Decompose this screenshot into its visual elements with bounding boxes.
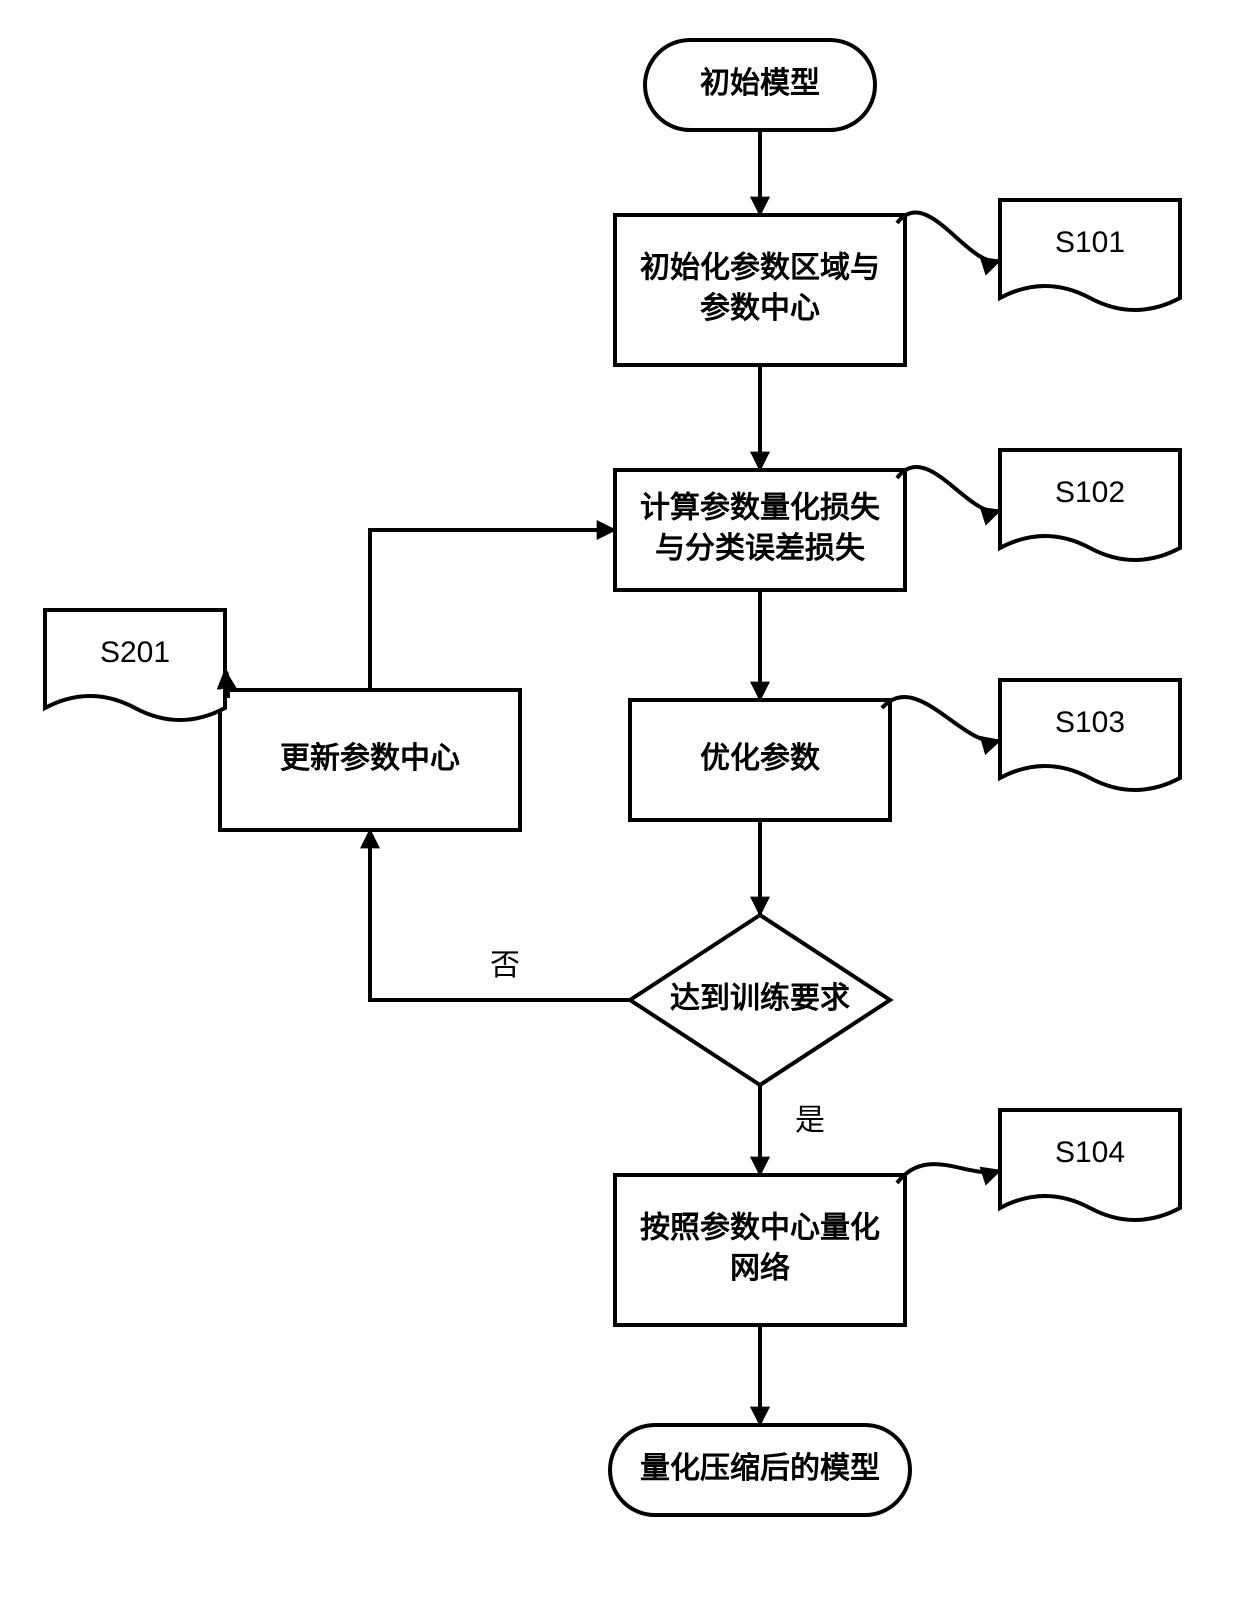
node-decision: 达到训练要求 [630,915,890,1085]
ref-r104: S104 [897,1110,1180,1220]
node-s103-text-0: 优化参数 [700,742,821,775]
ref-r201-label: S201 [100,636,170,669]
node-s104-text-0: 按照参数中心量化 [640,1212,880,1245]
node-start-text-0: 初始模型 [700,67,820,100]
ref-r103-label: S103 [1055,706,1125,739]
node-end-text-0: 量化压缩后的模型 [640,1452,880,1485]
nodes-layer: 初始模型初始化参数区域与参数中心计算参数量化损失与分类误差损失优化参数达到训练要… [220,40,910,1515]
ref-connector-r101 [897,212,1000,261]
node-s102-text-1: 与分类误差损失 [655,532,866,565]
node-s104: 按照参数中心量化网络 [615,1175,905,1325]
node-s104-text-1: 网络 [730,1251,790,1285]
ref-r104-label: S104 [1055,1136,1125,1169]
node-decision-text-0: 达到训练要求 [670,981,850,1015]
node-s103: 优化参数 [630,700,890,820]
ref-r101-label: S101 [1055,226,1125,259]
ref-r101: S101 [897,200,1180,310]
node-s201-text-0: 更新参数中心 [280,742,460,775]
node-s102: 计算参数量化损失与分类误差损失 [615,470,905,590]
node-end: 量化压缩后的模型 [610,1425,910,1515]
node-s201: 更新参数中心 [220,690,520,830]
ref-r201: S201 [45,610,228,720]
edge-label-decision-s201: 否 [490,949,520,982]
ref-r103: S103 [882,680,1180,790]
edge-label-decision-s104: 是 [795,1104,825,1137]
ref-r102: S102 [897,450,1180,560]
ref-connector-r103 [882,697,1000,741]
node-start: 初始模型 [645,40,875,130]
ref-r102-label: S102 [1055,476,1125,509]
node-s101-text-0: 初始化参数区域与 [640,252,880,285]
refs-layer: S101 S102 S103 S104 S201 [45,200,1180,1220]
ref-connector-r102 [897,467,1000,511]
node-s101-text-1: 参数中心 [700,292,820,325]
node-s101: 初始化参数区域与参数中心 [615,215,905,365]
edge-s201-s102 [370,530,615,690]
ref-connector-r104 [897,1164,1000,1183]
node-s102-text-0: 计算参数量化损失 [640,491,881,525]
